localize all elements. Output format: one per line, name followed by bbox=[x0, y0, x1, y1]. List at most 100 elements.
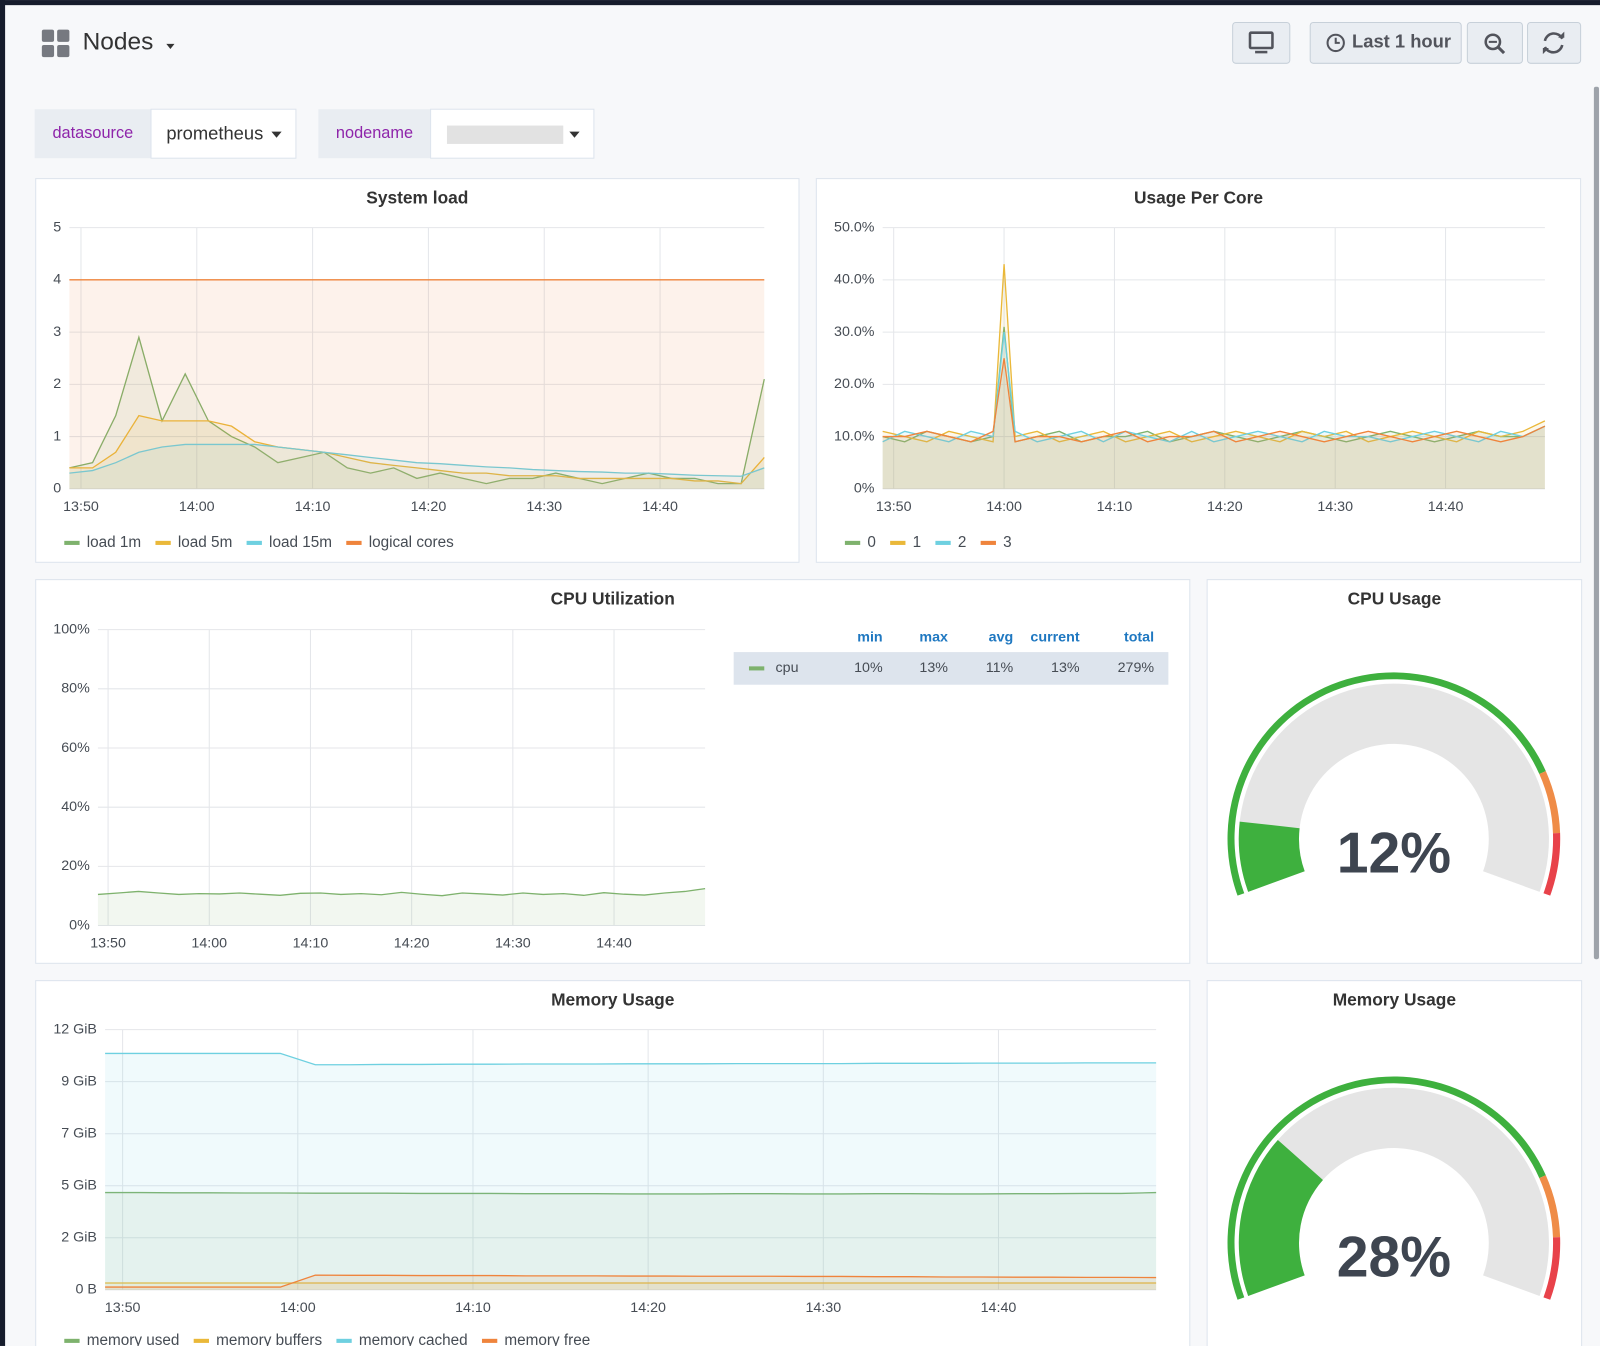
legend-swatch bbox=[246, 540, 262, 545]
tv-button[interactable] bbox=[1232, 21, 1291, 64]
icon bbox=[57, 44, 70, 58]
x-tick-label: 14:20 bbox=[630, 1300, 666, 1316]
x-tick-label: 14:30 bbox=[1317, 499, 1353, 515]
legend-swatch bbox=[935, 540, 951, 545]
legend-column-header: total bbox=[1124, 630, 1154, 646]
legend-label: 3 bbox=[1003, 534, 1012, 551]
x-tick-label: 14:30 bbox=[805, 1300, 841, 1316]
variable-datasource[interactable]: datasource prometheus bbox=[34, 108, 297, 159]
series-line bbox=[97, 887, 706, 897]
variable-label: nodename bbox=[336, 124, 413, 142]
variable-label: datasource bbox=[52, 124, 133, 142]
legend-swatch bbox=[481, 1338, 498, 1343]
y-tick-label: 4 bbox=[53, 272, 61, 288]
y-tick-label: 2 GiB bbox=[61, 1230, 97, 1246]
x-tick-label: 13:50 bbox=[105, 1300, 141, 1316]
legend-stat: 279% bbox=[1118, 660, 1155, 676]
series-line bbox=[105, 1274, 1157, 1288]
series-line bbox=[69, 443, 765, 477]
y-tick-label: 40% bbox=[61, 799, 90, 815]
x-tick-label: 14:00 bbox=[179, 499, 215, 515]
y-tick-label: 1 bbox=[53, 428, 61, 444]
y-tick-label: 0 B bbox=[76, 1282, 97, 1298]
panel-title: Memory Usage bbox=[551, 990, 675, 1010]
threshold-band bbox=[1543, 833, 1561, 896]
x-tick-label: 14:30 bbox=[526, 499, 562, 515]
gauge-value-label: 12% bbox=[1337, 821, 1451, 885]
y-tick-label: 0% bbox=[854, 481, 875, 497]
icon bbox=[57, 29, 70, 42]
legend-swatch bbox=[64, 1338, 80, 1343]
y-tick-label: 10.0% bbox=[834, 428, 875, 444]
legend-column-header: avg bbox=[989, 630, 1014, 646]
panel bbox=[35, 178, 800, 563]
threshold-band bbox=[1539, 771, 1561, 834]
gauge-track bbox=[1238, 683, 1549, 892]
panel-title: CPU Utilization bbox=[551, 589, 675, 609]
icon bbox=[1496, 45, 1506, 55]
panel bbox=[35, 579, 1191, 964]
x-tick-label: 14:40 bbox=[596, 936, 632, 952]
caret bbox=[569, 131, 580, 138]
series-area bbox=[882, 264, 1545, 489]
x-tick-label: 14:10 bbox=[293, 936, 329, 952]
variable-nodename[interactable]: nodename bbox=[318, 108, 595, 159]
legend-swatch bbox=[155, 540, 171, 545]
x-tick-label: 14:20 bbox=[394, 936, 430, 952]
time-picker[interactable]: Last 1 hour bbox=[1309, 21, 1462, 64]
legend-swatch bbox=[890, 540, 906, 545]
dashboard-title: Nodes bbox=[83, 28, 154, 55]
series-area bbox=[69, 279, 765, 489]
refresh-button[interactable] bbox=[1527, 21, 1582, 64]
legend-label: logical cores bbox=[369, 534, 454, 551]
panel-title: CPU Usage bbox=[1348, 589, 1442, 609]
x-tick-label: 14:00 bbox=[986, 499, 1022, 515]
legend-stat: 13% bbox=[1051, 660, 1080, 676]
x-tick-label: 14:10 bbox=[455, 1300, 491, 1316]
x-tick-label: 14:30 bbox=[495, 936, 531, 952]
legend-swatch bbox=[193, 1338, 209, 1343]
gauge-value bbox=[1238, 1139, 1323, 1296]
gauge-value bbox=[1238, 821, 1305, 892]
icon bbox=[41, 44, 55, 58]
x-tick-label: 14:00 bbox=[191, 936, 227, 952]
panel bbox=[35, 980, 1191, 1346]
legend-stat: 13% bbox=[919, 660, 948, 676]
variable-label-box bbox=[34, 109, 152, 159]
y-tick-label: 20.0% bbox=[834, 376, 875, 392]
x-tick-label: 14:10 bbox=[1097, 499, 1133, 515]
legend-swatch bbox=[346, 540, 362, 545]
time-range: Last 1 hour bbox=[1352, 31, 1451, 52]
caret bbox=[271, 131, 282, 138]
dashboard-picker[interactable]: Nodes bbox=[41, 28, 175, 58]
series-area bbox=[105, 1275, 1157, 1290]
x-tick-label: 14:20 bbox=[411, 499, 447, 515]
legend-swatch bbox=[748, 666, 765, 671]
button bbox=[1232, 21, 1291, 64]
legend-column-header: min bbox=[857, 630, 882, 646]
frame-top bbox=[0, 0, 1600, 6]
variable-value-box bbox=[150, 108, 297, 159]
icon bbox=[1334, 37, 1340, 44]
button bbox=[1527, 21, 1582, 64]
zoom-out-button[interactable] bbox=[1466, 21, 1523, 64]
legend-label: load 5m bbox=[178, 534, 232, 551]
panel-title: System load bbox=[366, 188, 468, 208]
legend-stat: 11% bbox=[986, 660, 1014, 676]
series-area bbox=[69, 337, 765, 489]
legend-swatch bbox=[844, 540, 861, 545]
legend-label: cpu bbox=[776, 660, 799, 676]
series-area bbox=[105, 1053, 1157, 1290]
y-tick-label: 5 GiB bbox=[61, 1178, 97, 1194]
scrollbar bbox=[1593, 86, 1599, 960]
variable-label-box bbox=[318, 109, 431, 159]
y-tick-label: 2 bbox=[53, 376, 61, 392]
threshold-band bbox=[1543, 1237, 1561, 1300]
legend-label: memory cached bbox=[359, 1332, 468, 1346]
y-tick-label: 0 bbox=[53, 481, 61, 497]
y-tick-label: 80% bbox=[61, 681, 90, 697]
legend-label: load 1m bbox=[87, 534, 141, 551]
legend-stat: 10% bbox=[854, 660, 883, 676]
series-area bbox=[882, 332, 1545, 489]
